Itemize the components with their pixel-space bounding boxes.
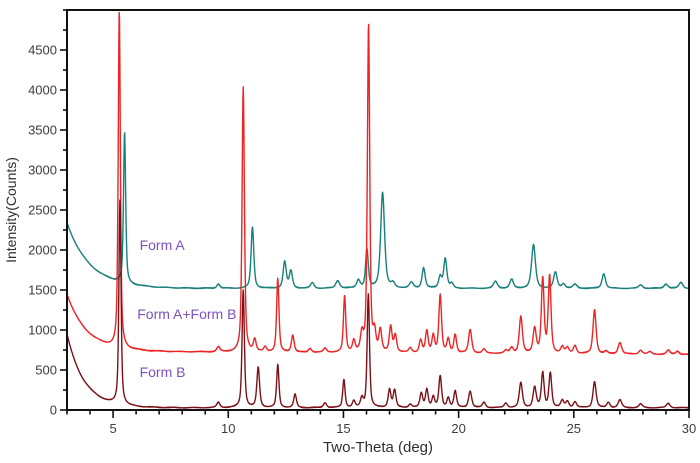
axis-ticks <box>60 9 690 418</box>
y-tick-label: 3000 <box>28 163 57 178</box>
y-tick-label: 4500 <box>28 43 57 58</box>
y-tick-label: 1000 <box>28 323 57 338</box>
trace-form-b <box>67 199 689 409</box>
y-axis-title: Intensity(Counts) <box>3 157 19 263</box>
x-tick-label: 5 <box>109 421 116 436</box>
x-tick-label: 30 <box>682 421 696 436</box>
y-tick-label: 0 <box>50 403 57 418</box>
y-tick-label: 4000 <box>28 83 57 98</box>
x-tick-label: 10 <box>221 421 235 436</box>
y-tick-label: 500 <box>35 363 57 378</box>
diffraction-traces <box>67 11 689 409</box>
x-tick-label: 20 <box>451 421 465 436</box>
series-label-form-b: Form B <box>140 364 186 380</box>
plot-border <box>66 9 690 411</box>
axis-tick-labels: 5 10 15 20 25 30 0 500 1000 1500 2000 2500 3000 3500 4… <box>28 43 696 437</box>
trace-form-a-form-b <box>67 11 689 356</box>
y-tick-label: 2500 <box>28 203 57 218</box>
x-tick-label: 25 <box>567 421 581 436</box>
plot-frame <box>66 9 690 411</box>
series-label-form-a: Form A <box>140 237 186 253</box>
trace-form-a <box>67 132 689 290</box>
y-tick-label: 2000 <box>28 243 57 258</box>
series-labels: Form A Form A+Form B Form B <box>137 237 236 380</box>
x-tick-label: 15 <box>336 421 350 436</box>
y-tick-label: 1500 <box>28 283 57 298</box>
x-axis-title: Two-Theta (deg) <box>323 439 433 456</box>
y-tick-label: 3500 <box>28 123 57 138</box>
series-label-form-a-form-b: Form A+Form B <box>137 306 236 322</box>
